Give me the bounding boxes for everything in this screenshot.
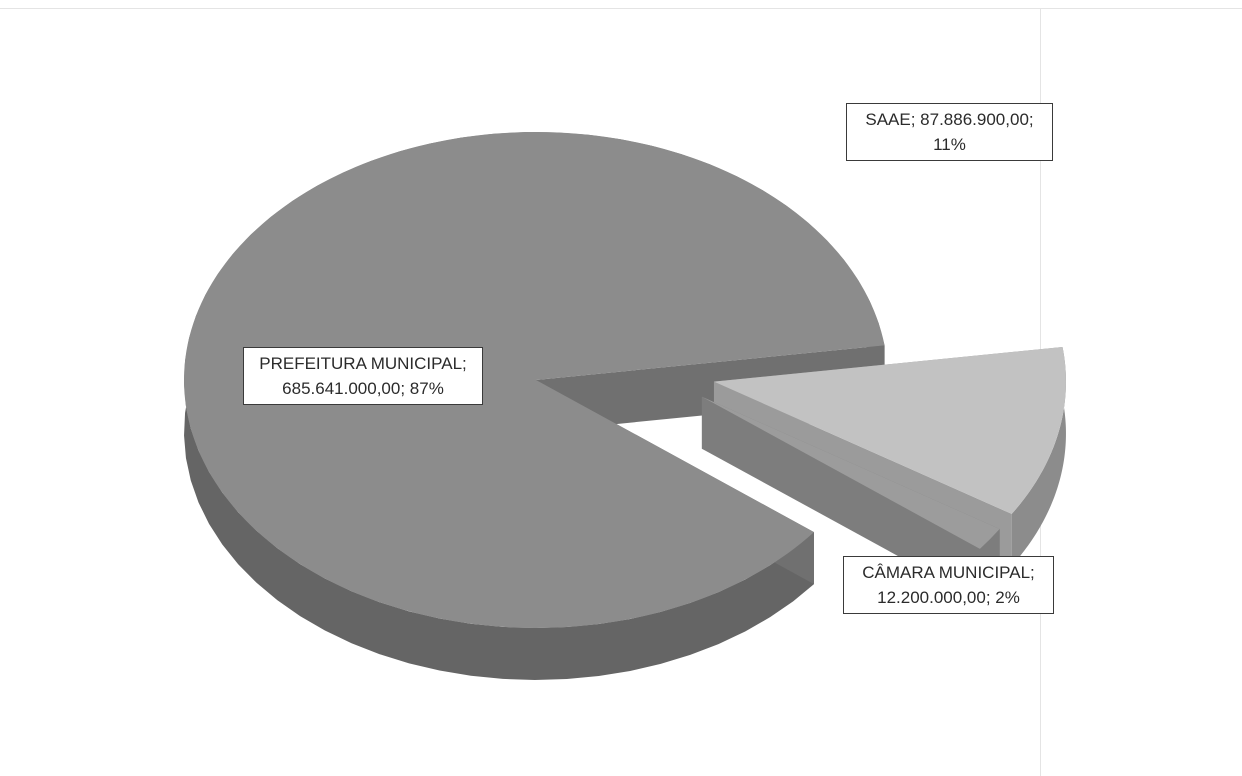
data-label-prefeitura-line2: 685.641.000,00; 87%: [282, 379, 444, 398]
data-label-camara-line1: CÂMARA MUNICIPAL;: [862, 563, 1035, 582]
slice-saae-side: [1011, 346, 1066, 566]
data-label-prefeitura-line1: PREFEITURA MUNICIPAL;: [259, 354, 467, 373]
slice-camara-top: [701, 396, 1000, 549]
slice-camara-cut-1: [701, 396, 980, 601]
page-frame-top: [0, 8, 1242, 9]
data-label-saae-line2: 11%: [933, 135, 966, 154]
data-label-prefeitura: PREFEITURA MUNICIPAL; 685.641.000,00; 87…: [243, 347, 483, 405]
slice-prefeitura-top: [183, 132, 885, 628]
data-label-saae-line1: SAAE; 87.886.900,00;: [865, 110, 1034, 129]
slice-saae-top: [713, 346, 1066, 514]
data-label-camara: CÂMARA MUNICIPAL; 12.200.000,00; 2%: [843, 556, 1054, 614]
slice-prefeitura: [183, 132, 885, 680]
data-label-saae: SAAE; 87.886.900,00; 11%: [846, 103, 1053, 161]
slice-camara: [701, 396, 1000, 601]
data-label-camara-line2: 12.200.000,00; 2%: [877, 588, 1020, 607]
slice-prefeitura-cut-1: [536, 345, 885, 432]
